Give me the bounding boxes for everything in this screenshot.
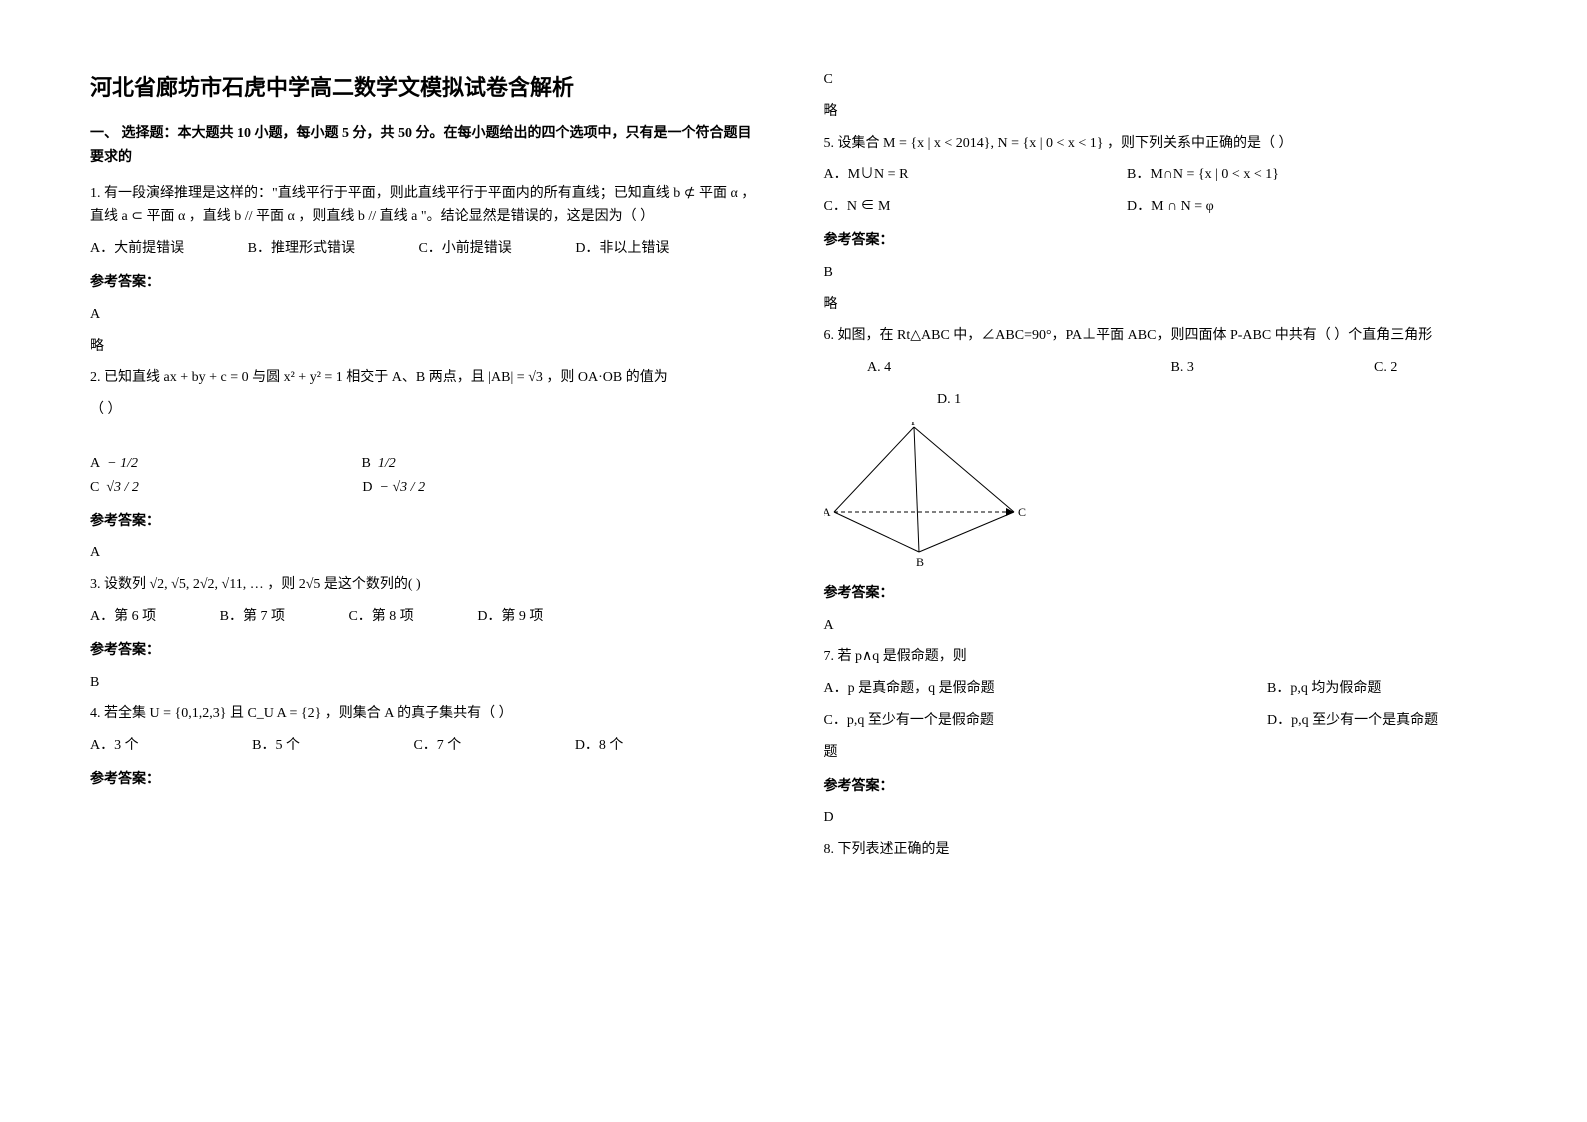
q7-opt-a: A．p 是真命题，q 是假命题 <box>824 677 1264 701</box>
q1-opt-d: D．非以上错误 <box>575 237 669 261</box>
q4-answer-label: 参考答案： <box>90 768 764 792</box>
q6-opt-c: C. 2 <box>1374 360 1397 375</box>
q3-answer-label: 参考答案： <box>90 639 764 663</box>
q6-answer: A <box>824 614 1498 638</box>
q1-note: 略 <box>90 335 764 359</box>
tetrahedron-diagram: P A B C <box>824 422 1034 572</box>
q1-answer-label: 参考答案： <box>90 271 764 295</box>
q1-opt-b: B．推理形式错误 <box>248 237 355 261</box>
q7-opt-d: D．p,q 至少有一个是真命题 <box>1267 713 1438 728</box>
q2-stem: 2. 已知直线 ax + by + c = 0 与圆 x² + y² = 1 相… <box>90 366 764 390</box>
q1-answer: A <box>90 303 764 327</box>
q5-note: 略 <box>824 293 1498 317</box>
q2-opt-a: A − 1/2 <box>90 452 248 476</box>
q1-opt-a: A．大前提错误 <box>90 237 184 261</box>
q7-stem: 7. 若 p∧q 是假命题，则 <box>824 645 1498 669</box>
q2-answer: A <box>90 541 764 565</box>
q5-options-row1: A．M∪N = R B．M∩N = {x | 0 < x < 1} <box>824 163 1498 187</box>
q2-blank: （ ） <box>90 398 764 422</box>
q3-stem: 3. 设数列 √2, √5, 2√2, √11, … ，则 2√5 是这个数列的… <box>90 573 764 597</box>
q4-opt-d: D．8 个 <box>575 734 624 758</box>
q6-opt-b: B. 3 <box>1171 356 1371 380</box>
q5-opt-d: D．M ∩ N = φ <box>1127 199 1214 214</box>
q5-answer: B <box>824 261 1498 285</box>
q3-options: A．第 6 项 B．第 7 项 C．第 8 项 D．第 9 项 <box>90 605 764 629</box>
q7-options-row2: C．p,q 至少有一个是假命题 D．p,q 至少有一个是真命题 <box>824 709 1498 733</box>
q7-opt-c: C．p,q 至少有一个是假命题 <box>824 709 1264 733</box>
q6-options-row1: A. 4 B. 3 C. 2 <box>824 356 1498 380</box>
q3-opt-a: A．第 6 项 <box>90 605 156 629</box>
q2-options: A − 1/2 B 1/2 C √3 / 2 D − √3 / 2 <box>90 452 764 500</box>
q7-answer: D <box>824 806 1498 830</box>
doc-title: 河北省廊坊市石虎中学高二数学文模拟试卷含解析 <box>90 70 764 102</box>
q5-opt-c: C．N ∈ M <box>824 195 1124 219</box>
q7-opt-b: B．p,q 均为假命题 <box>1267 681 1381 696</box>
q6-opt-d: D. 1 <box>937 392 961 407</box>
q4-note: 略 <box>824 100 1498 124</box>
svg-text:A: A <box>824 505 831 519</box>
q6-options-row2: D. 1 <box>824 388 1498 412</box>
q1-opt-c: C．小前提错误 <box>418 237 511 261</box>
q1-options: A．大前提错误 B．推理形式错误 C．小前提错误 D．非以上错误 <box>90 237 764 261</box>
q4-answer: C <box>824 68 1498 92</box>
section-1-heading: 一、 选择题：本大题共 10 小题，每小题 5 分，共 50 分。在每小题给出的… <box>90 122 764 170</box>
q6-stem: 6. 如图，在 Rt△ABC 中，∠ABC=90°，PA⊥平面 ABC，则四面体… <box>824 324 1498 348</box>
q8-stem: 8. 下列表述正确的是 <box>824 838 1498 862</box>
q2-answer-label: 参考答案： <box>90 510 764 534</box>
q5-answer-label: 参考答案： <box>824 229 1498 253</box>
q4-opt-c: C．7 个 <box>413 734 461 758</box>
q5-opt-a: A．M∪N = R <box>824 163 1124 187</box>
q3-answer: B <box>90 671 764 695</box>
q7-options-row1: A．p 是真命题，q 是假命题 B．p,q 均为假命题 <box>824 677 1498 701</box>
q2-opt-d: D − √3 / 2 <box>362 476 535 500</box>
q1-stem: 1. 有一段演绎推理是这样的："直线平行于平面，则此直线平行于平面内的所有直线；… <box>90 182 764 230</box>
svg-text:P: P <box>911 422 918 428</box>
q6-opt-a: A. 4 <box>867 356 1167 380</box>
q6-answer-label: 参考答案： <box>824 582 1498 606</box>
q3-opt-c: C．第 8 项 <box>348 605 413 629</box>
q7-cont: 题 <box>824 741 1498 765</box>
svg-text:B: B <box>916 555 924 569</box>
left-column: 河北省廊坊市石虎中学高二数学文模拟试卷含解析 一、 选择题：本大题共 10 小题… <box>90 60 804 870</box>
svg-text:C: C <box>1018 505 1026 519</box>
q4-stem: 4. 若全集 U = {0,1,2,3} 且 C_U A = {2} ，则集合 … <box>90 702 764 726</box>
q2-opt-c: C √3 / 2 <box>90 476 249 500</box>
q5-options-row2: C．N ∈ M D．M ∩ N = φ <box>824 195 1498 219</box>
q5-opt-b: B．M∩N = {x | 0 < x < 1} <box>1127 167 1279 182</box>
q3-opt-b: B．第 7 项 <box>220 605 285 629</box>
right-column: C 略 5. 设集合 M = {x | x < 2014}, N = {x | … <box>804 60 1498 870</box>
q3-opt-d: D．第 9 项 <box>477 605 543 629</box>
q4-options: A．3 个 B．5 个 C．7 个 D．8 个 <box>90 734 764 758</box>
q7-answer-label: 参考答案： <box>824 775 1498 799</box>
q2-opt-b: B 1/2 <box>361 452 505 476</box>
q4-opt-a: A．3 个 <box>90 734 139 758</box>
q5-stem: 5. 设集合 M = {x | x < 2014}, N = {x | 0 < … <box>824 132 1498 156</box>
q4-opt-b: B．5 个 <box>252 734 300 758</box>
